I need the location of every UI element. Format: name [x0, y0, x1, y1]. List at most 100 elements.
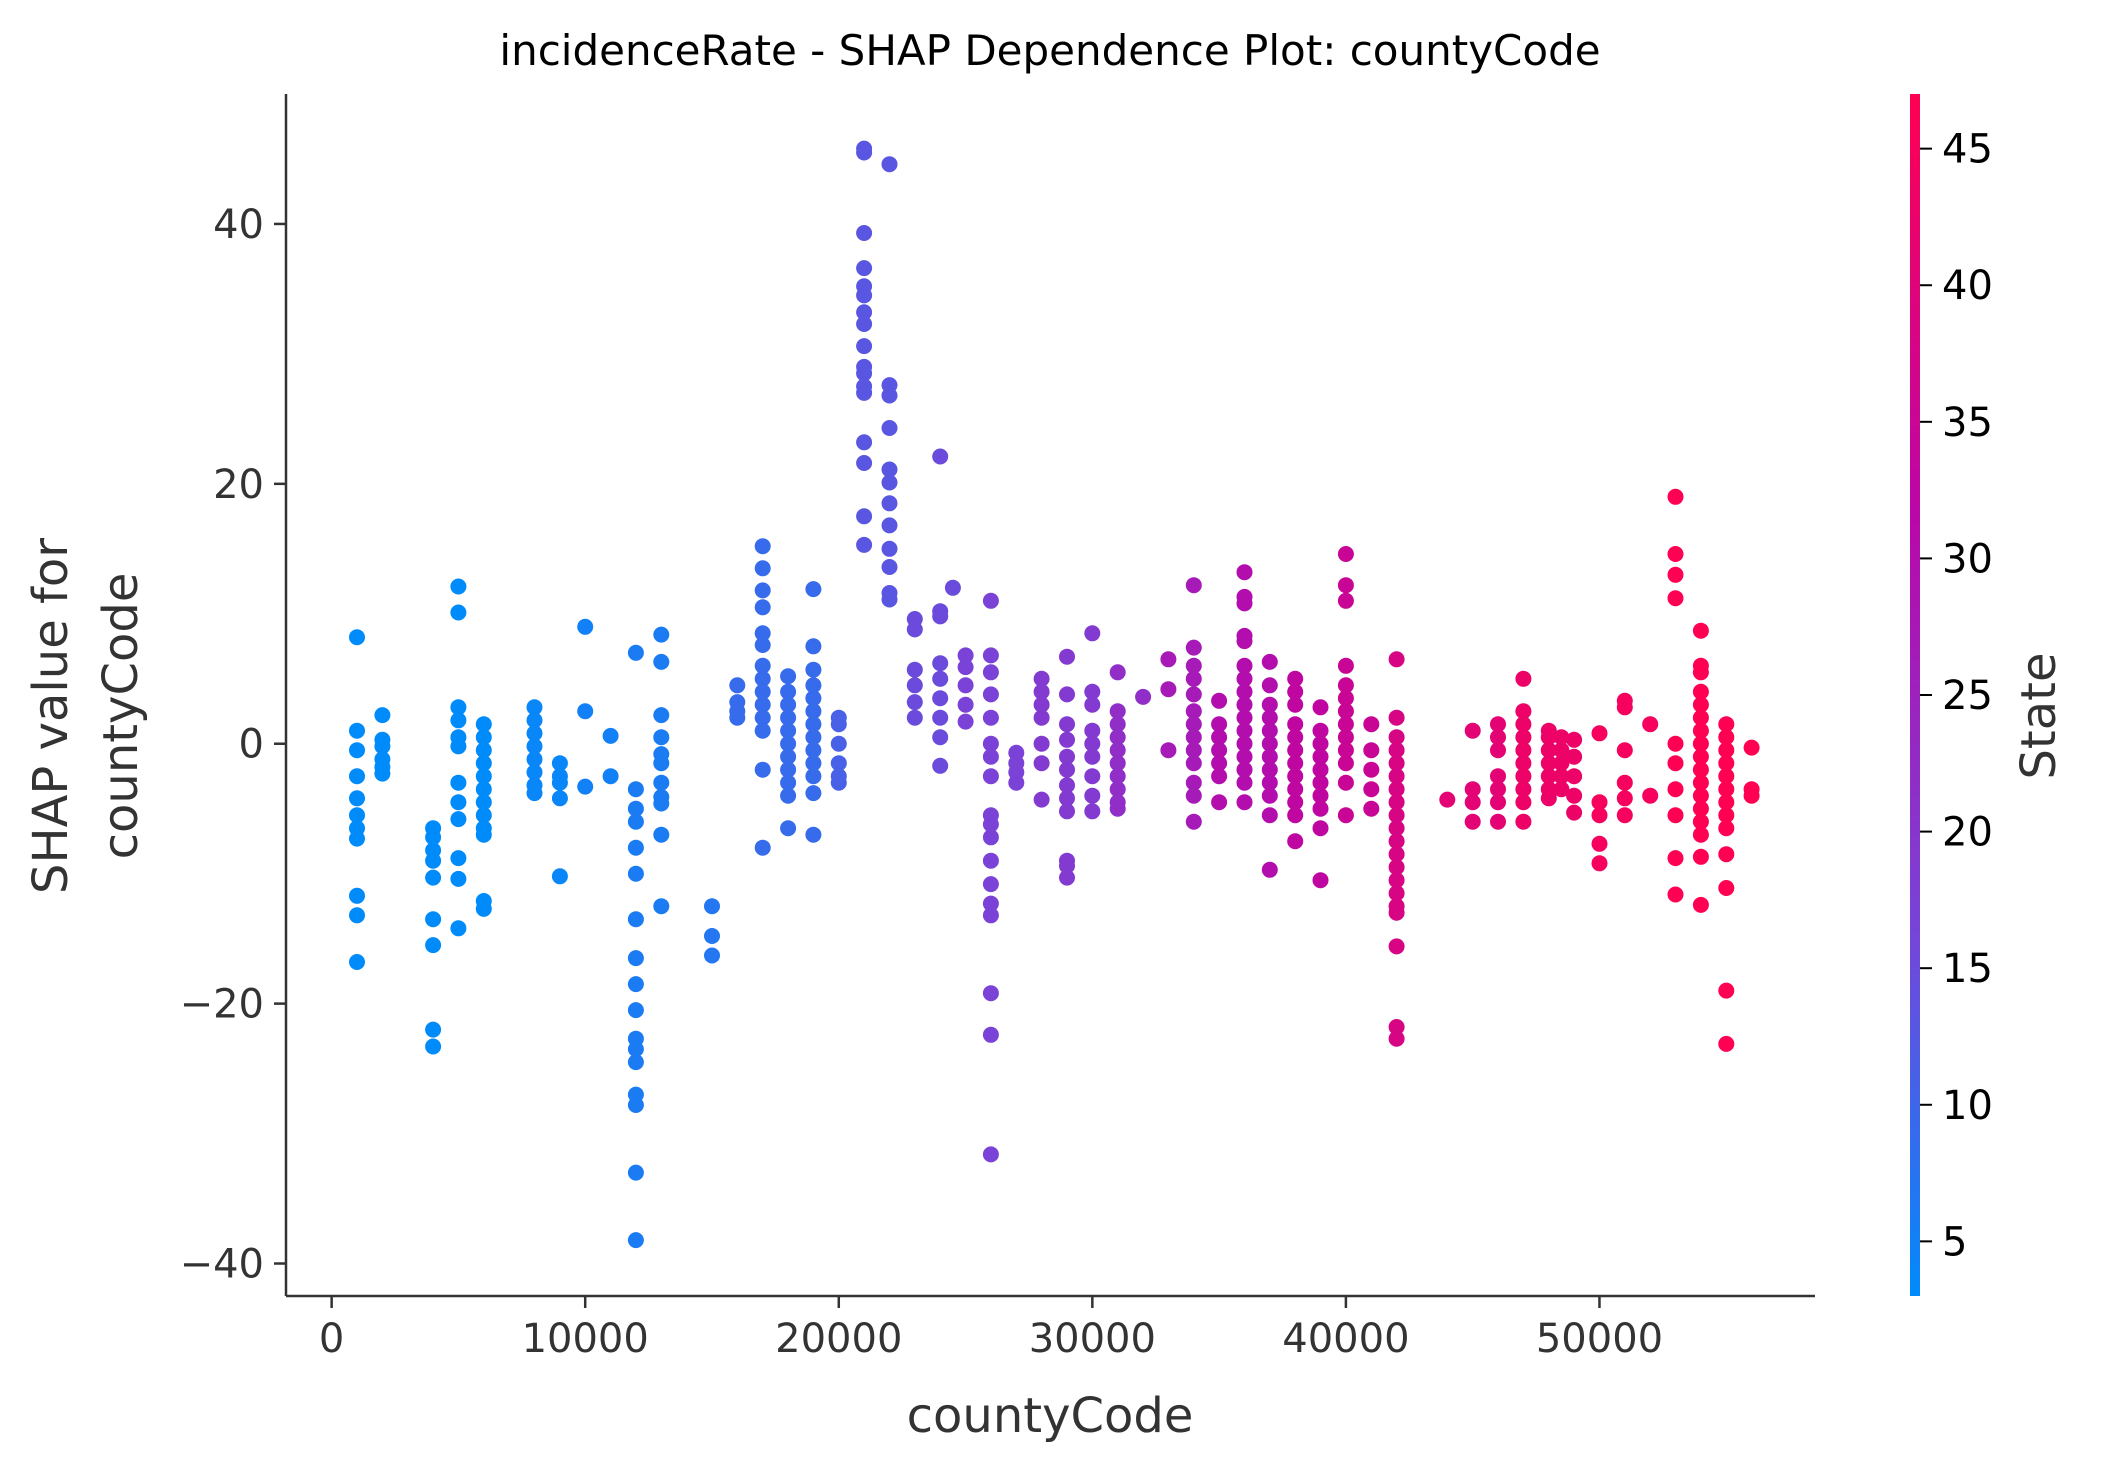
- data-point: [932, 670, 949, 687]
- data-point: [1692, 722, 1709, 739]
- data-point: [1109, 729, 1126, 746]
- y-tick-label: 20: [213, 462, 264, 508]
- data-point: [475, 768, 492, 785]
- data-point: [349, 830, 365, 847]
- data-point: [1515, 768, 1532, 785]
- data-point: [627, 950, 644, 967]
- data-point: [602, 768, 619, 785]
- data-point: [627, 865, 644, 882]
- data-point: [881, 540, 898, 557]
- data-point: [754, 709, 771, 726]
- x-tick-label: 30000: [1029, 1316, 1156, 1362]
- data-point: [425, 1021, 442, 1038]
- data-point: [627, 976, 644, 993]
- data-point: [932, 608, 949, 625]
- data-point: [1084, 787, 1101, 804]
- data-point: [1236, 774, 1253, 791]
- data-point: [1692, 664, 1709, 681]
- data-point: [1388, 755, 1405, 772]
- data-point: [982, 907, 999, 924]
- data-point: [1692, 735, 1709, 752]
- data-point: [982, 852, 999, 869]
- data-point: [526, 699, 543, 716]
- data-point: [1236, 564, 1253, 581]
- data-point: [1692, 622, 1709, 639]
- data-point: [780, 722, 797, 739]
- data-point: [1540, 790, 1557, 807]
- data-point: [653, 774, 670, 791]
- data-point: [1616, 774, 1633, 791]
- data-point: [780, 709, 797, 726]
- data-point: [1490, 742, 1506, 759]
- data-point: [1185, 813, 1202, 830]
- data-point: [932, 655, 949, 672]
- data-point: [1692, 761, 1709, 778]
- data-point: [1160, 651, 1177, 668]
- data-point: [830, 755, 847, 772]
- data-point: [349, 768, 365, 785]
- data-point: [1388, 709, 1405, 726]
- data-point: [1388, 872, 1405, 889]
- data-point: [526, 738, 543, 755]
- data-point: [425, 1038, 442, 1055]
- data-point: [1185, 716, 1202, 733]
- data-point: [1566, 787, 1583, 804]
- data-point: [374, 765, 391, 782]
- data-point: [1261, 722, 1278, 739]
- data-point: [349, 722, 365, 739]
- data-point: [1059, 686, 1075, 703]
- data-point: [1211, 742, 1228, 759]
- data-point: [653, 729, 670, 746]
- data-point: [450, 712, 467, 729]
- data-point: [349, 954, 365, 970]
- data-point: [1109, 768, 1126, 785]
- data-point: [475, 807, 492, 824]
- data-point: [1236, 683, 1253, 700]
- data-point: [1337, 742, 1354, 759]
- data-point: [1388, 651, 1405, 668]
- data-point: [982, 709, 999, 726]
- data-point: [450, 774, 467, 791]
- data-point: [754, 761, 771, 778]
- data-point: [1692, 826, 1709, 843]
- data-point: [1185, 755, 1202, 772]
- data-point: [805, 677, 822, 694]
- data-point: [1185, 787, 1202, 804]
- data-point: [1185, 729, 1202, 746]
- data-point: [1261, 653, 1278, 670]
- data-point: [982, 735, 999, 752]
- data-point: [1337, 716, 1354, 733]
- data-point: [1718, 742, 1735, 759]
- data-point: [1211, 729, 1228, 746]
- data-point: [1287, 768, 1304, 785]
- data-point: [1236, 595, 1253, 612]
- data-point: [1109, 716, 1126, 733]
- data-point: [1464, 781, 1481, 798]
- data-point: [805, 768, 822, 785]
- data-point: [1135, 688, 1152, 705]
- data-point: [1667, 566, 1684, 583]
- scatter-points: [349, 140, 1760, 1249]
- data-point: [881, 559, 898, 575]
- data-point: [349, 742, 365, 759]
- data-point: [425, 852, 442, 869]
- y-tick-label: 0: [239, 722, 264, 768]
- data-point: [1540, 755, 1557, 772]
- data-point: [1515, 703, 1532, 720]
- x-tick-label: 40000: [1282, 1316, 1409, 1362]
- data-point: [1363, 761, 1380, 778]
- data-point: [627, 813, 644, 830]
- data-point: [754, 696, 771, 713]
- data-point: [1084, 625, 1101, 642]
- data-point: [1160, 681, 1177, 698]
- data-point: [1211, 755, 1228, 772]
- data-point: [1540, 729, 1557, 746]
- data-point: [1059, 803, 1075, 820]
- data-point: [1553, 729, 1570, 746]
- data-point: [1363, 742, 1380, 759]
- data-point: [982, 768, 999, 785]
- data-point: [653, 755, 670, 772]
- data-point: [450, 794, 467, 811]
- data-point: [830, 774, 847, 791]
